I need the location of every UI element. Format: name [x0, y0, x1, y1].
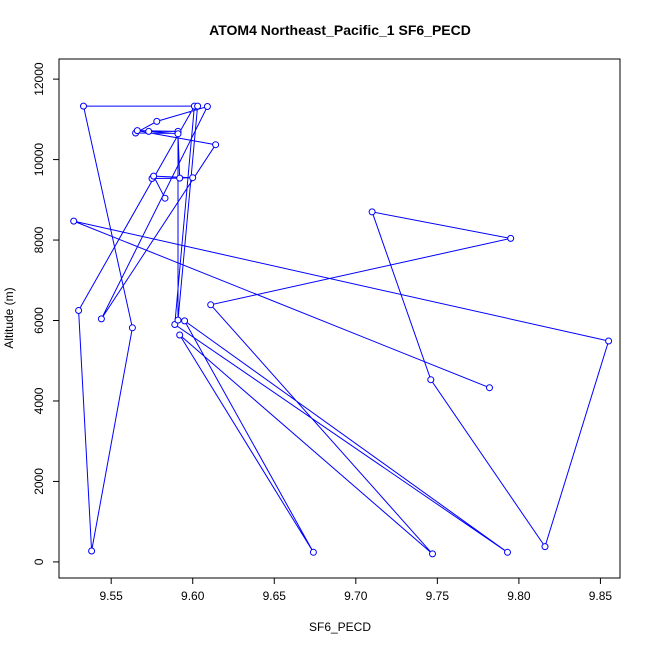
data-point [97, 315, 105, 323]
data-point [176, 174, 184, 182]
y-tick-label: 4000 [32, 387, 46, 414]
data-point [207, 301, 215, 309]
data-point [153, 117, 161, 125]
y-axis-label: Altitude (m) [2, 287, 16, 348]
y-tick-label: 8000 [32, 226, 46, 253]
data-point [368, 208, 376, 216]
data-point [309, 548, 317, 556]
x-axis-label: SF6_PECD [309, 620, 371, 634]
plot-frame [58, 58, 621, 579]
data-point [88, 547, 96, 555]
y-tick-label: 6000 [32, 307, 46, 334]
data-point [80, 102, 87, 110]
y-tick-label: 2000 [32, 468, 46, 495]
series-layer [70, 102, 613, 558]
data-point [486, 384, 493, 392]
data-point [194, 102, 202, 110]
data-point [203, 103, 211, 110]
data-point [150, 172, 158, 180]
data-point [70, 217, 78, 225]
x-tick-label: 9.80 [507, 589, 531, 603]
data-point [128, 324, 136, 332]
data-point [161, 194, 169, 202]
x-tick-label: 9.65 [263, 589, 287, 603]
data-point [75, 307, 83, 314]
chart-title: ATOM4 Northeast_Pacific_1 SF6_PECD [209, 22, 471, 38]
data-point [174, 316, 182, 324]
y-tick-label: 12000 [32, 62, 46, 96]
data-point [133, 127, 141, 135]
data-point [427, 376, 435, 384]
y-tick-label: 0 [32, 558, 46, 565]
data-point [212, 141, 220, 149]
data-point [145, 127, 153, 135]
data-point [507, 234, 515, 242]
x-tick-label: 9.75 [426, 589, 450, 603]
data-point [176, 331, 184, 339]
data-point [189, 174, 197, 182]
x-axis: 9.55 9.60 9.65 9.70 9.75 9.80 9.85 [100, 577, 613, 603]
x-tick-label: 9.85 [589, 589, 613, 603]
y-axis: 0 2000 4000 6000 8000 10000 12000 [32, 62, 60, 565]
data-point [181, 317, 189, 325]
x-tick-label: 9.55 [100, 589, 124, 603]
data-point [605, 337, 613, 345]
data-point [174, 130, 182, 138]
x-tick-label: 9.70 [344, 589, 368, 603]
data-point [429, 550, 436, 558]
data-point [504, 548, 511, 556]
y-tick-label: 10000 [32, 143, 46, 177]
data-point [541, 543, 549, 551]
x-tick-label: 9.60 [181, 589, 205, 603]
series-line [73, 105, 610, 555]
